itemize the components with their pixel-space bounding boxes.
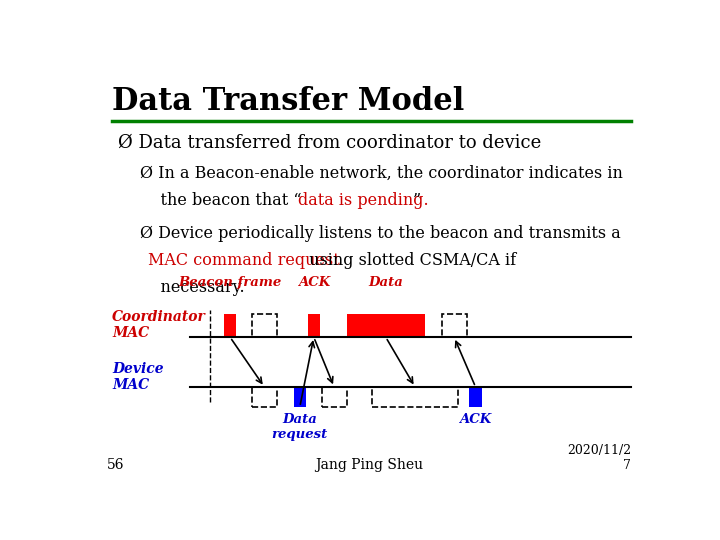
Text: Device
MAC: Device MAC	[112, 362, 164, 392]
Bar	[469, 387, 482, 407]
Bar	[224, 314, 236, 337]
Text: Data: Data	[369, 276, 403, 289]
Text: 2020/11/2
7: 2020/11/2 7	[567, 444, 631, 472]
Bar	[322, 387, 347, 407]
Bar	[347, 314, 425, 337]
Bar	[294, 387, 306, 407]
Text: Ø Data transferred from coordinator to device: Ø Data transferred from coordinator to d…	[118, 133, 541, 151]
Text: Ø In a Beacon-enable network, the coordinator indicates in: Ø In a Beacon-enable network, the coordi…	[140, 165, 623, 181]
Text: ACK: ACK	[297, 276, 330, 289]
Bar	[252, 314, 277, 337]
Text: MAC command request: MAC command request	[148, 252, 340, 269]
Text: Beacon frame: Beacon frame	[179, 276, 282, 289]
Text: ”: ”	[413, 192, 420, 208]
Text: Ø Device periodically listens to the beacon and transmits a: Ø Device periodically listens to the bea…	[140, 225, 621, 242]
Text: ACK: ACK	[459, 413, 492, 426]
Text: the beacon that “: the beacon that “	[140, 192, 302, 208]
Text: using slotted CSMA/CA if: using slotted CSMA/CA if	[305, 252, 516, 269]
Bar	[307, 314, 320, 337]
Text: Jang Ping Sheu: Jang Ping Sheu	[315, 458, 423, 472]
Bar	[372, 387, 459, 407]
Bar	[252, 387, 277, 407]
Text: 56: 56	[107, 458, 125, 472]
Text: Data Transfer Model: Data Transfer Model	[112, 85, 464, 117]
Text: necessary.: necessary.	[140, 279, 245, 296]
Text: Coordinator
MAC: Coordinator MAC	[112, 310, 206, 340]
Text: Data
request: Data request	[271, 413, 328, 441]
Text: data is pending.: data is pending.	[297, 192, 428, 208]
Bar	[441, 314, 467, 337]
